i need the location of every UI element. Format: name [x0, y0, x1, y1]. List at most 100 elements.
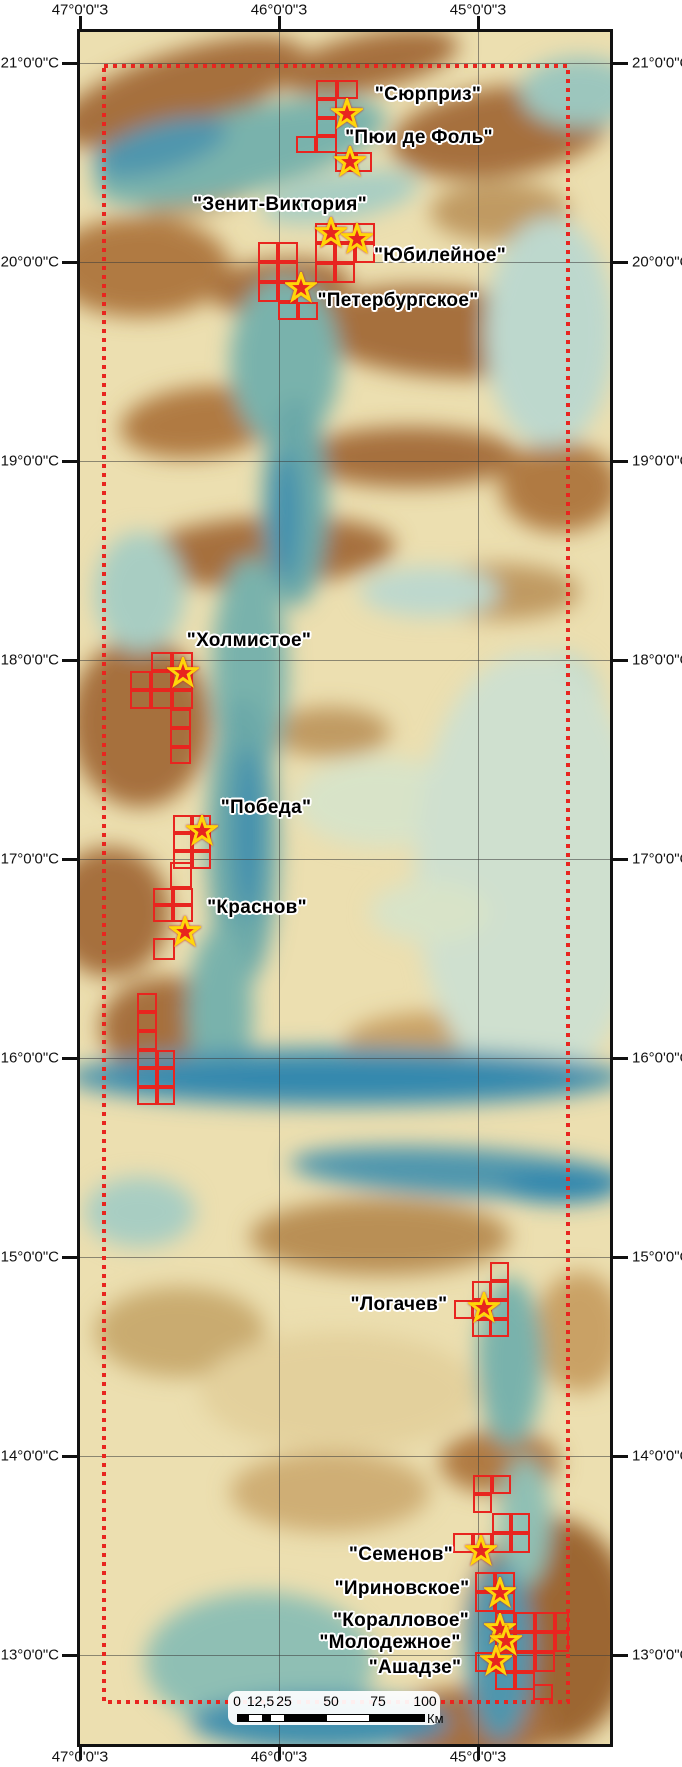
axis-tick-right [613, 261, 628, 264]
license-block-cell [258, 242, 278, 262]
license-block-cell [258, 282, 278, 302]
axis-label-top: 45°0'0"З [449, 1, 507, 19]
license-block-cell [278, 302, 298, 320]
axis-tick-right [613, 1057, 628, 1060]
license-block-cell [157, 1068, 175, 1087]
axis-tick-bottom [278, 1747, 281, 1760]
axis-tick-left [62, 62, 77, 65]
license-block-cell [335, 263, 355, 283]
deposit-star [482, 1574, 518, 1609]
axis-tick-right [613, 460, 628, 463]
deposit-label: "Ашадзе" [368, 1657, 462, 1678]
star-icon [466, 1289, 502, 1323]
license-block-cell [137, 993, 157, 1012]
license-block-cell [535, 1652, 555, 1672]
license-block-cell [151, 690, 172, 709]
deposit-label: "Коралловое" [332, 1610, 470, 1631]
axis-tick-top [278, 16, 281, 29]
axis-tick-left [62, 460, 77, 463]
license-block-cell [137, 1031, 157, 1050]
license-block-cell [511, 1533, 530, 1553]
parallel-gridline [80, 859, 610, 860]
license-block-cell [170, 862, 192, 888]
star-icon [184, 812, 220, 846]
deposit-star [184, 812, 220, 847]
deposit-label: "Зенит-Виктория" [192, 194, 368, 215]
license-block-cell [473, 1475, 492, 1494]
license-block-cell [157, 1050, 175, 1068]
license-block-cell [130, 671, 151, 690]
scale-bar-tick-label: 100 [413, 1693, 437, 1709]
axis-tick-top [477, 16, 480, 29]
license-block-cell [490, 1262, 509, 1281]
scale-bar-segment [270, 1715, 284, 1721]
license-block-cell [535, 1612, 555, 1632]
license-block-cell [315, 263, 335, 283]
axis-label-top: 46°0'0"З [250, 1, 308, 19]
license-block-cell [258, 262, 278, 282]
axis-label-bottom: 46°0'0"З [250, 1748, 308, 1766]
deposit-label: "Петербургское" [317, 290, 479, 311]
parallel-gridline [80, 1456, 610, 1457]
axis-label-right: 15°0'0"С [632, 1248, 682, 1266]
axis-label-bottom: 45°0'0"З [449, 1748, 507, 1766]
license-block-cell [170, 728, 191, 747]
parallel-gridline [80, 63, 610, 64]
license-block-cell [492, 1475, 511, 1494]
axis-label-right: 20°0'0"С [632, 253, 682, 271]
star-icon [167, 913, 203, 947]
scale-bar-tick-label: 75 [370, 1693, 386, 1709]
scale-bar-tick-label: 0 [233, 1693, 241, 1709]
license-block-cell [157, 1087, 175, 1105]
axis-label-bottom: 47°0'0"З [51, 1748, 109, 1766]
star-icon [478, 1642, 514, 1676]
license-block-cell [515, 1672, 535, 1690]
axis-label-right: 14°0'0"С [632, 1447, 682, 1465]
scale-bar-bar [237, 1714, 425, 1722]
license-block-cell [172, 690, 193, 709]
star-icon [332, 143, 368, 177]
scale-bar-unit: Км [427, 1711, 444, 1726]
axis-label-left: 15°0'0"С [0, 1248, 59, 1266]
license-block-cell [173, 888, 193, 905]
axis-tick-left [62, 659, 77, 662]
axis-tick-top [79, 16, 82, 29]
star-icon [165, 654, 201, 688]
deposit-label: "Юбилейное" [373, 245, 507, 266]
axis-label-right: 17°0'0"С [632, 850, 682, 868]
license-block-cell [170, 747, 191, 764]
deposit-label: "Молодежное" [319, 1632, 461, 1653]
deposit-star [463, 1532, 499, 1567]
deposit-label: "Сюрприз" [374, 84, 482, 105]
axis-label-left: 20°0'0"С [0, 253, 59, 271]
deposit-star [165, 654, 201, 689]
axis-label-right: 16°0'0"С [632, 1049, 682, 1067]
star-icon [482, 1574, 518, 1608]
deposit-label: "Логачев" [350, 1294, 448, 1315]
deposit-label: "Холмистое" [186, 630, 312, 651]
axis-tick-right [613, 858, 628, 861]
deposit-label: "Семенов" [348, 1544, 454, 1565]
axis-label-left: 17°0'0"С [0, 850, 59, 868]
scale-bar: 0 12,5 25 50 75 100 Км [228, 1691, 444, 1726]
axis-label-top: 47°0'0"З [51, 1, 109, 19]
license-block-cell [137, 1012, 157, 1031]
axis-label-right: 18°0'0"С [632, 651, 682, 669]
license-block-cell [337, 80, 358, 99]
license-block-cell [316, 80, 337, 99]
scale-bar-segment [249, 1715, 263, 1721]
deposit-label: "Ириновское" [334, 1578, 470, 1599]
license-block-cell [137, 1068, 157, 1087]
axis-tick-left [62, 1455, 77, 1458]
axis-tick-bottom [477, 1747, 480, 1760]
axis-tick-bottom [79, 1747, 82, 1760]
license-block-cell [170, 709, 191, 728]
parallel-gridline [80, 461, 610, 462]
axis-tick-right [613, 1654, 628, 1657]
axis-label-right: 21°0'0"С [632, 54, 682, 72]
license-block-cell [298, 302, 318, 320]
axis-label-left: 16°0'0"С [0, 1049, 59, 1067]
license-block-cell [555, 1612, 569, 1632]
scale-bar-segment [327, 1715, 369, 1721]
